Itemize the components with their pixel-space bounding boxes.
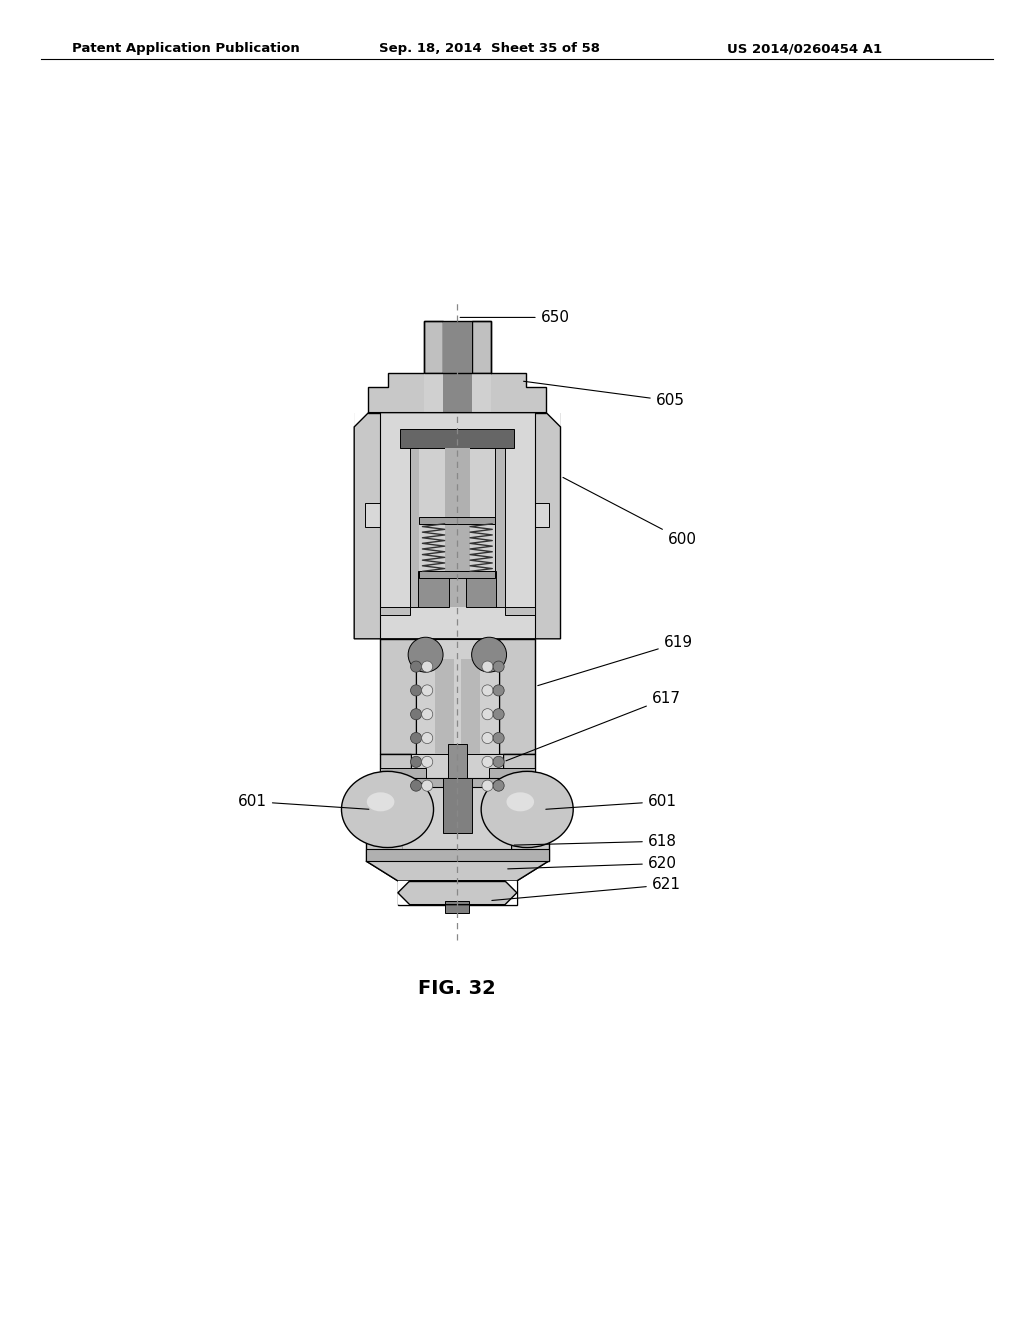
Bar [410,449,419,607]
Ellipse shape [507,792,535,812]
Bar [489,768,536,777]
Bar [397,880,517,904]
Circle shape [494,709,504,719]
Bar [380,754,412,777]
Bar [412,754,504,777]
Polygon shape [536,503,550,527]
Bar [443,374,472,413]
Text: FIG. 32: FIG. 32 [419,978,497,998]
Bar [505,607,536,615]
Bar [504,754,536,777]
Text: 618: 618 [514,834,677,849]
Circle shape [411,780,422,791]
Bar [499,639,536,754]
Bar [419,449,496,607]
Polygon shape [517,861,549,880]
Polygon shape [354,413,369,426]
Bar [419,572,449,607]
Bar [472,374,490,413]
Ellipse shape [481,771,573,847]
Text: 605: 605 [523,381,685,408]
Circle shape [422,780,433,791]
Polygon shape [505,880,517,892]
Circle shape [422,733,433,743]
Circle shape [411,709,422,719]
Bar [419,572,496,578]
Circle shape [422,661,433,672]
Bar [424,321,490,374]
Circle shape [422,709,433,719]
Text: 619: 619 [538,635,693,685]
Circle shape [411,685,422,696]
Bar [419,517,496,524]
Bar [447,744,467,784]
Circle shape [422,756,433,767]
Text: 617: 617 [506,690,681,760]
Text: 601: 601 [546,795,677,809]
Circle shape [494,733,504,743]
Text: 600: 600 [563,478,696,546]
Circle shape [472,638,507,672]
Bar [424,374,443,413]
Bar [397,861,517,880]
Bar [445,900,469,912]
Circle shape [494,661,504,672]
Polygon shape [397,892,410,904]
Bar [367,777,403,861]
Text: Sep. 18, 2014  Sheet 35 of 58: Sep. 18, 2014 Sheet 35 of 58 [379,42,600,55]
Bar [367,777,549,787]
Circle shape [409,638,443,672]
Circle shape [482,733,494,743]
Text: 601: 601 [238,795,369,809]
Bar [443,321,472,374]
Circle shape [482,685,494,696]
Bar [496,449,505,607]
Bar [380,639,416,754]
Circle shape [422,685,433,696]
Bar [424,321,443,374]
Ellipse shape [341,771,433,847]
Circle shape [411,733,422,743]
Polygon shape [397,880,410,892]
Bar [380,413,536,639]
Circle shape [411,661,422,672]
Bar [435,659,455,754]
Bar [400,429,514,449]
Bar [466,572,497,607]
Bar [367,849,549,861]
Circle shape [482,780,494,791]
Bar [403,777,511,861]
Polygon shape [546,413,560,426]
Text: 620: 620 [508,855,677,871]
Circle shape [482,756,494,767]
Polygon shape [369,374,546,413]
Polygon shape [367,861,549,880]
Bar [380,607,410,615]
Bar [444,449,470,607]
Bar [354,413,560,639]
Bar [461,659,479,754]
Circle shape [494,780,504,791]
Text: Patent Application Publication: Patent Application Publication [72,42,299,55]
Bar [511,777,549,861]
Bar [443,777,472,833]
Ellipse shape [367,792,394,812]
Circle shape [482,661,494,672]
Bar [472,321,490,374]
Bar [416,639,499,754]
Polygon shape [366,503,380,527]
Circle shape [494,756,504,767]
Circle shape [494,685,504,696]
Text: US 2014/0260454 A1: US 2014/0260454 A1 [727,42,882,55]
Text: 650: 650 [460,310,569,325]
Bar [380,768,426,777]
Polygon shape [367,861,397,880]
Text: 621: 621 [492,878,681,900]
Circle shape [411,756,422,767]
Polygon shape [505,892,517,904]
Circle shape [482,709,494,719]
